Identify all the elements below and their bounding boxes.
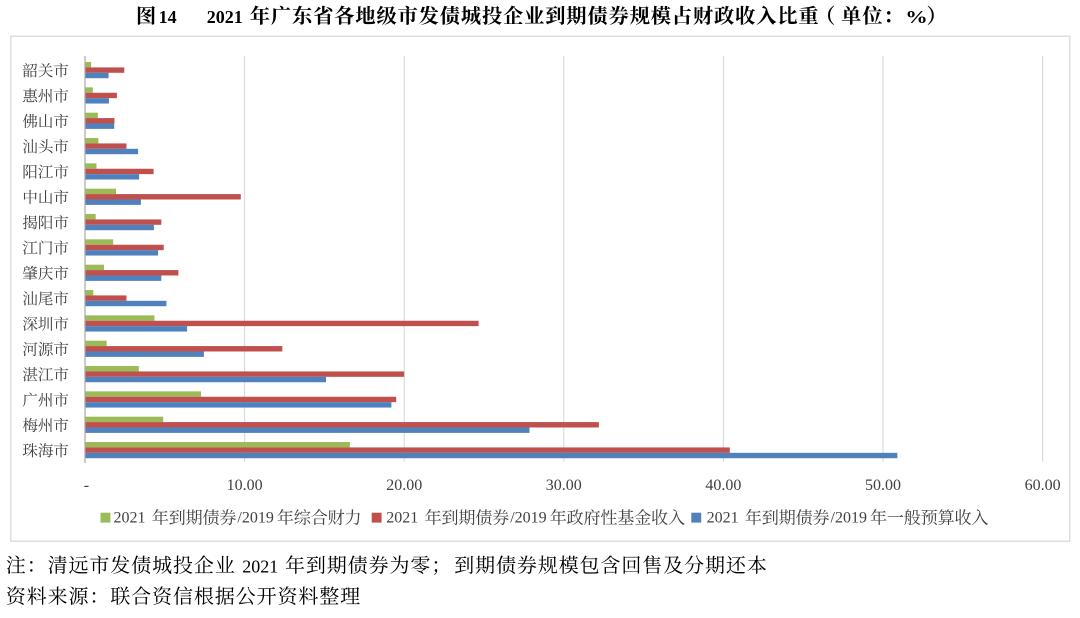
svg-text:10.00: 10.00 <box>227 477 263 494</box>
svg-text:-: - <box>84 477 89 494</box>
svg-text:%: % <box>905 8 927 27</box>
svg-text:/2019: /2019 <box>237 510 273 527</box>
svg-text:30.00: 30.00 <box>546 477 582 494</box>
svg-text:50.00: 50.00 <box>865 477 901 494</box>
svg-text:/2019: /2019 <box>510 510 546 527</box>
svg-text:14: 14 <box>159 7 177 27</box>
svg-text:2021: 2021 <box>707 510 739 527</box>
svg-text:/2019: /2019 <box>831 510 867 527</box>
svg-text:40.00: 40.00 <box>705 477 741 494</box>
svg-text:2021: 2021 <box>386 510 418 527</box>
svg-text:2021: 2021 <box>207 7 243 27</box>
svg-text:2021: 2021 <box>242 556 278 576</box>
svg-text:20.00: 20.00 <box>386 477 422 494</box>
svg-text:2021: 2021 <box>114 510 146 527</box>
svg-text:60.00: 60.00 <box>1025 477 1061 494</box>
